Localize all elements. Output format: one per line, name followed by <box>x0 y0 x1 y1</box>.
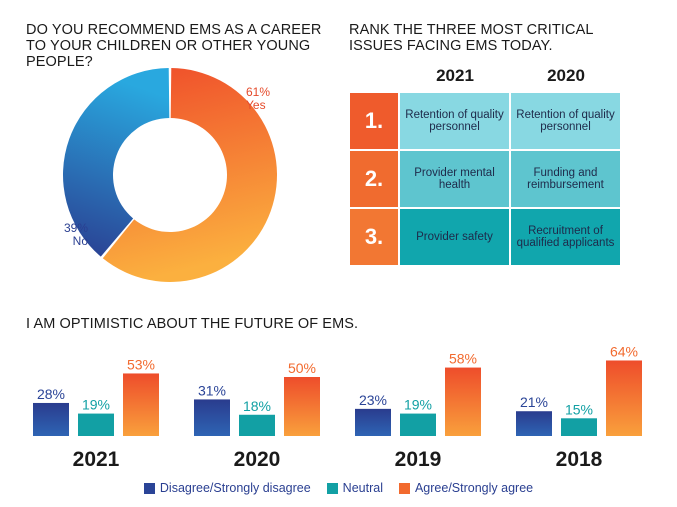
bar-agree-2019 <box>445 367 481 436</box>
year-label-2021: 2021 <box>73 448 120 471</box>
rank-number: 2. <box>350 151 398 207</box>
ranking-title: Rank the three most critical issues faci… <box>349 22 593 54</box>
bar-disagree-2021 <box>33 402 69 436</box>
bar-agree-2020 <box>284 377 320 436</box>
bar-label-disagree-2018: 21% <box>520 394 548 410</box>
legend-swatch-agree <box>398 482 410 494</box>
ranking-row-3: 3. Provider safety Recruitment of qualif… <box>350 209 622 265</box>
bar-neutral-2020 <box>239 414 275 436</box>
bar-disagree-2019 <box>355 408 391 436</box>
rank-cell-2020: Retention of quality personnel <box>511 93 620 149</box>
rank-cell-2020: Funding and reimbursement <box>511 151 620 207</box>
bar-label-neutral-2018: 15% <box>565 401 593 417</box>
rank-cell-2021: Retention of quality personnel <box>400 93 509 149</box>
yes-label: 61% Yes <box>246 86 270 112</box>
chart-legend: Disagree/Strongly disagree Neutral Agree… <box>0 481 677 495</box>
legend-item-agree: Agree/Strongly agree <box>398 481 534 495</box>
bar-agree-2021 <box>123 373 159 436</box>
bar-agree-2018 <box>606 360 642 436</box>
legend-label-neutral: Neutral <box>342 481 383 495</box>
ranking-row-2: 2. Provider mental health Funding and re… <box>350 151 622 207</box>
donut-question-title: Do you recommend EMS as a career to your… <box>26 22 322 70</box>
bar-label-disagree-2019: 23% <box>359 392 387 408</box>
donut-chart <box>63 68 277 282</box>
ranking-year-2020: 2020 <box>547 66 585 85</box>
bar-label-agree-2019: 58% <box>449 351 477 367</box>
yes-percent: 61% <box>246 85 271 99</box>
bar-disagree-2018 <box>516 411 552 436</box>
ranking-row-1: 1. Retention of quality personnel Retent… <box>350 93 622 149</box>
bar-label-agree-2020: 50% <box>288 360 316 376</box>
optimism-bar-chart: 28% 19% 53% 2021 31% 18% 50% 2020 23% 19% 58% 2019 2… <box>33 343 642 471</box>
bar-neutral-2018 <box>561 418 597 436</box>
bar-label-disagree-2020: 31% <box>198 382 226 398</box>
bar-label-agree-2021: 53% <box>127 356 155 372</box>
legend-label-agree: Agree/Strongly agree <box>414 481 534 495</box>
rank-number: 3. <box>350 209 398 265</box>
year-label-2019: 2019 <box>395 448 442 471</box>
legend-swatch-disagree <box>143 482 155 494</box>
rank-cell-2020: Recruitment of qualified applicants <box>511 209 620 265</box>
no-text: No <box>72 234 88 248</box>
no-percent: 39% <box>63 221 88 235</box>
optimism-title: I am optimistic about the future of EMS. <box>26 316 359 332</box>
no-label: 39% No <box>50 222 88 248</box>
bar-neutral-2019 <box>400 413 436 436</box>
rank-cell-2021: Provider safety <box>400 209 509 265</box>
year-label-2020: 2020 <box>234 448 281 471</box>
legend-swatch-neutral <box>326 482 338 494</box>
year-label-2018: 2018 <box>556 448 603 471</box>
yes-text: Yes <box>246 98 266 112</box>
bar-label-agree-2018: 64% <box>610 343 638 359</box>
bar-label-disagree-2021: 28% <box>37 386 65 402</box>
donut-slice-no <box>63 68 170 257</box>
legend-item-neutral: Neutral <box>326 481 383 495</box>
legend-label-disagree: Disagree/Strongly disagree <box>159 481 311 495</box>
donut-slice-yes <box>102 68 277 282</box>
bar-disagree-2020 <box>194 399 230 436</box>
bar-neutral-2021 <box>78 413 114 436</box>
bar-label-neutral-2020: 18% <box>243 398 271 414</box>
bar-label-neutral-2019: 19% <box>404 397 432 413</box>
bar-label-neutral-2021: 19% <box>82 397 110 413</box>
rank-number: 1. <box>350 93 398 149</box>
rank-cell-2021: Provider mental health <box>400 151 509 207</box>
ranking-year-2021: 2021 <box>436 66 474 85</box>
legend-item-disagree: Disagree/Strongly disagree <box>143 481 311 495</box>
